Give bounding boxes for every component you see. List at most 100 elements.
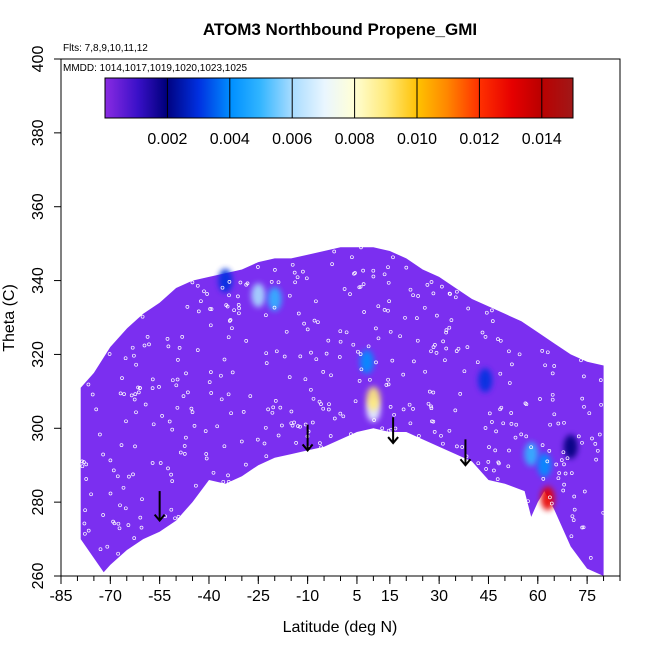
sample-point bbox=[498, 338, 503, 343]
sample-point bbox=[484, 467, 488, 471]
sample-point bbox=[195, 348, 200, 352]
sample-point bbox=[415, 338, 420, 343]
sample-point bbox=[495, 477, 500, 481]
sample-point bbox=[196, 309, 201, 314]
sample-point bbox=[498, 371, 503, 376]
sample-point bbox=[83, 508, 87, 513]
hotspot bbox=[540, 486, 555, 511]
sample-point bbox=[492, 468, 496, 473]
sample-point bbox=[219, 397, 224, 402]
sample-point bbox=[348, 292, 352, 296]
arrow-head bbox=[153, 513, 166, 523]
colorbar-tick-label: 0.006 bbox=[272, 131, 312, 148]
hotspot bbox=[563, 434, 578, 459]
colorbar-tick-label: 0.002 bbox=[147, 131, 187, 148]
sample-point bbox=[374, 326, 378, 331]
sample-point bbox=[493, 448, 498, 453]
sample-point bbox=[341, 414, 346, 419]
sample-point bbox=[150, 377, 155, 382]
sample-point bbox=[382, 308, 387, 312]
sample-point bbox=[130, 345, 135, 350]
sample-point bbox=[342, 287, 347, 291]
x-tick-label: -85 bbox=[49, 588, 72, 605]
sample-point bbox=[569, 471, 574, 475]
y-axis: 260 280 300 320 340 360 380 400 bbox=[30, 46, 61, 589]
sample-point bbox=[136, 390, 141, 395]
sample-point bbox=[465, 345, 470, 349]
sample-point bbox=[386, 377, 390, 382]
sample-point bbox=[326, 407, 331, 412]
sample-point bbox=[226, 335, 231, 340]
sample-point bbox=[441, 339, 445, 344]
sample-point bbox=[263, 425, 268, 430]
sample-point bbox=[230, 326, 234, 331]
sample-point bbox=[580, 396, 585, 401]
sample-point bbox=[273, 268, 277, 272]
sample-point bbox=[294, 441, 298, 445]
sample-point bbox=[319, 445, 323, 450]
colorbar-tick-label: 0.010 bbox=[397, 131, 437, 148]
sample-point bbox=[510, 362, 514, 367]
sample-point bbox=[427, 389, 432, 394]
sample-point bbox=[101, 513, 105, 517]
sample-point bbox=[321, 370, 326, 374]
sample-point bbox=[298, 424, 302, 429]
sample-point bbox=[454, 349, 459, 353]
sample-point bbox=[264, 313, 268, 318]
sample-point bbox=[523, 401, 528, 406]
sample-point bbox=[309, 350, 313, 355]
colorbar-tick-label: 0.014 bbox=[522, 131, 562, 148]
sample-point bbox=[169, 472, 173, 477]
sample-point bbox=[176, 515, 181, 519]
sample-point bbox=[227, 280, 232, 284]
sample-point bbox=[422, 305, 427, 310]
sample-point bbox=[133, 444, 137, 449]
sample-point bbox=[338, 411, 343, 416]
sample-point bbox=[434, 351, 439, 355]
sample-point bbox=[561, 488, 566, 493]
sample-point bbox=[431, 390, 436, 395]
sample-point bbox=[412, 359, 416, 364]
sample-point bbox=[132, 353, 136, 358]
sample-point bbox=[582, 404, 586, 409]
sample-point bbox=[540, 349, 545, 353]
sample-point bbox=[111, 468, 116, 473]
sample-point bbox=[358, 352, 363, 356]
sample-point bbox=[398, 334, 402, 339]
x-tick-label: -70 bbox=[99, 588, 122, 605]
sample-point bbox=[287, 375, 292, 379]
sample-point bbox=[123, 356, 128, 361]
sample-point bbox=[417, 434, 421, 438]
sample-point bbox=[305, 327, 310, 332]
sample-point bbox=[84, 462, 89, 467]
sample-point bbox=[132, 397, 137, 402]
sample-point bbox=[595, 448, 600, 453]
sample-point bbox=[282, 354, 287, 359]
sample-point bbox=[186, 390, 190, 395]
sample-point bbox=[483, 426, 488, 430]
sample-point bbox=[276, 280, 281, 285]
sample-point bbox=[374, 360, 378, 365]
sample-point bbox=[228, 318, 233, 322]
sample-point bbox=[139, 525, 144, 530]
sample-point bbox=[494, 429, 498, 434]
sample-point bbox=[501, 421, 506, 426]
sample-point bbox=[429, 404, 433, 409]
sample-point bbox=[404, 265, 409, 270]
sample-point bbox=[598, 378, 603, 382]
sample-point bbox=[140, 314, 145, 319]
sample-point bbox=[238, 280, 243, 285]
sample-point bbox=[480, 330, 485, 335]
sample-point bbox=[304, 276, 309, 281]
sample-point bbox=[571, 518, 576, 522]
sample-point bbox=[456, 346, 461, 351]
sample-point bbox=[266, 407, 270, 412]
sample-point bbox=[466, 306, 471, 311]
sample-point bbox=[497, 461, 501, 466]
sample-point bbox=[185, 305, 190, 309]
sample-point bbox=[572, 494, 577, 499]
sample-point bbox=[376, 304, 381, 309]
x-tick-label: -10 bbox=[296, 588, 319, 605]
sample-point bbox=[175, 405, 180, 410]
sample-point bbox=[118, 503, 122, 508]
